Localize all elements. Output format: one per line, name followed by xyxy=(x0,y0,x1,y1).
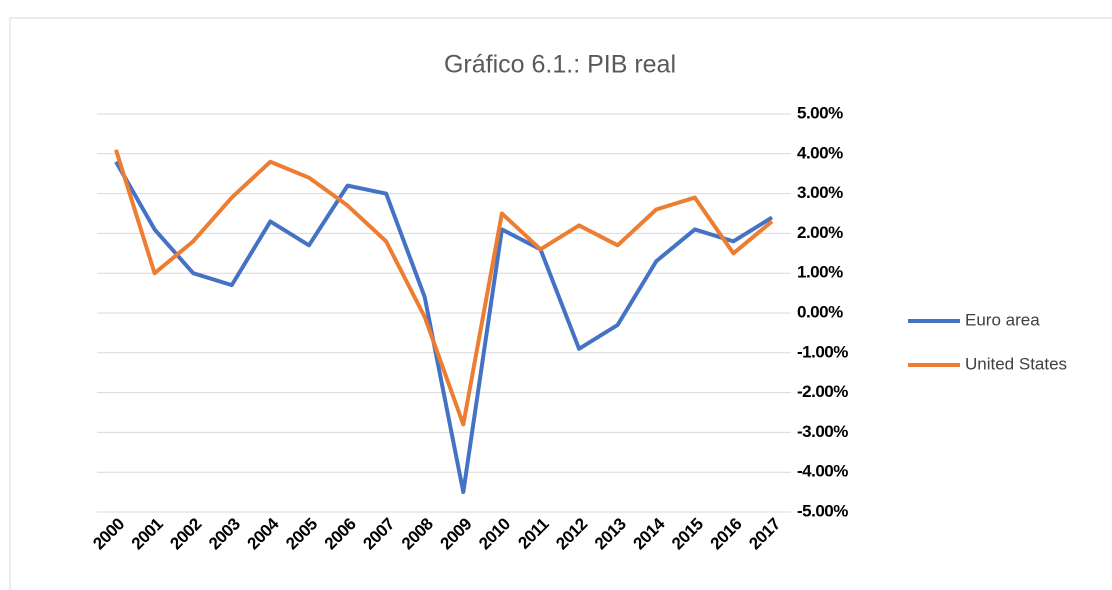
y-tick-label: -2.00% xyxy=(797,382,848,401)
legend-label: United States xyxy=(965,354,1067,373)
y-tick-label: -1.00% xyxy=(797,342,848,361)
y-tick-label: 1.00% xyxy=(797,263,843,282)
y-tick-label: 3.00% xyxy=(797,183,843,202)
y-tick-label: -4.00% xyxy=(797,462,848,481)
legend-label: Euro area xyxy=(965,310,1040,329)
y-tick-label: 4.00% xyxy=(797,143,843,162)
y-tick-label: 5.00% xyxy=(797,103,843,122)
y-tick-label: -5.00% xyxy=(797,501,848,520)
chart-title: Gráfico 6.1.: PIB real xyxy=(444,51,676,79)
y-tick-label: 2.00% xyxy=(797,223,843,242)
line-series xyxy=(114,160,774,495)
line-series xyxy=(114,149,774,427)
y-tick-label: -3.00% xyxy=(797,422,848,441)
y-tick-label: 0.00% xyxy=(797,302,843,321)
